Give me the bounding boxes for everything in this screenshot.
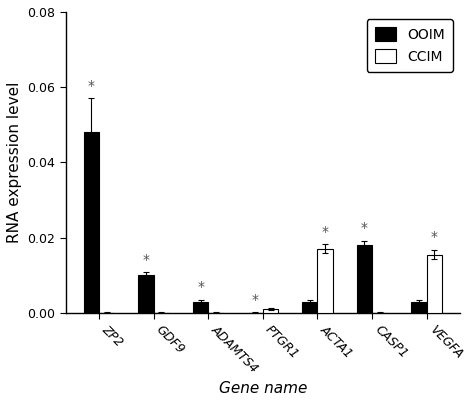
Bar [357, 245, 372, 313]
Text: *: * [321, 225, 328, 239]
Bar [138, 275, 154, 313]
Bar [427, 255, 442, 313]
Text: *: * [197, 280, 204, 294]
Y-axis label: RNA expression level: RNA expression level [7, 82, 22, 243]
Bar [84, 132, 99, 313]
Text: *: * [431, 231, 438, 244]
Text: *: * [88, 79, 95, 93]
Bar [318, 249, 333, 313]
Bar [193, 301, 208, 313]
X-axis label: Gene name: Gene name [219, 381, 307, 396]
Bar [302, 301, 318, 313]
Text: *: * [252, 293, 259, 307]
Bar [263, 309, 278, 313]
Text: *: * [361, 221, 368, 235]
Bar [411, 301, 427, 313]
Text: *: * [143, 253, 150, 266]
Legend: OOIM, CCIM: OOIM, CCIM [366, 19, 453, 72]
